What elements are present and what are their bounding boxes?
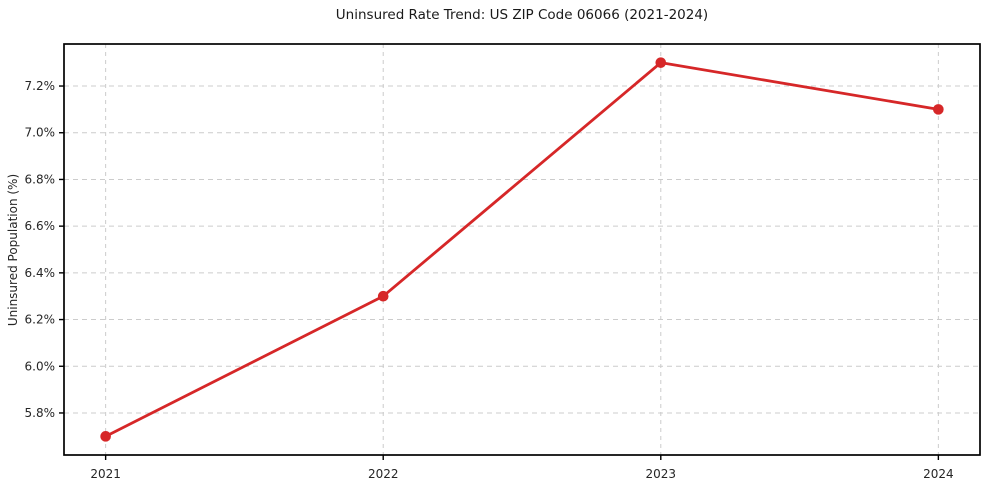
data-point bbox=[100, 431, 111, 442]
y-tick-label: 6.4% bbox=[25, 266, 56, 280]
y-tick-label: 7.2% bbox=[25, 79, 56, 93]
y-tick-label: 6.2% bbox=[25, 313, 56, 327]
y-tick-label: 6.8% bbox=[25, 172, 56, 186]
data-point bbox=[933, 104, 944, 115]
x-tick-label: 2022 bbox=[368, 467, 399, 481]
x-tick-label: 2024 bbox=[923, 467, 954, 481]
y-tick-label: 5.8% bbox=[25, 406, 56, 420]
data-point bbox=[377, 290, 389, 302]
x-tick-label: 2023 bbox=[646, 467, 677, 481]
y-tick-label: 7.0% bbox=[25, 126, 56, 140]
chart-title: Uninsured Rate Trend: US ZIP Code 06066 … bbox=[335, 7, 709, 23]
plot-border bbox=[63, 43, 981, 456]
data-point bbox=[655, 57, 667, 68]
y-tick-label: 6.6% bbox=[25, 219, 56, 233]
trend-line bbox=[104, 61, 940, 438]
y-tick-label: 6.0% bbox=[25, 359, 56, 373]
x-tick-label: 2021 bbox=[90, 467, 121, 481]
